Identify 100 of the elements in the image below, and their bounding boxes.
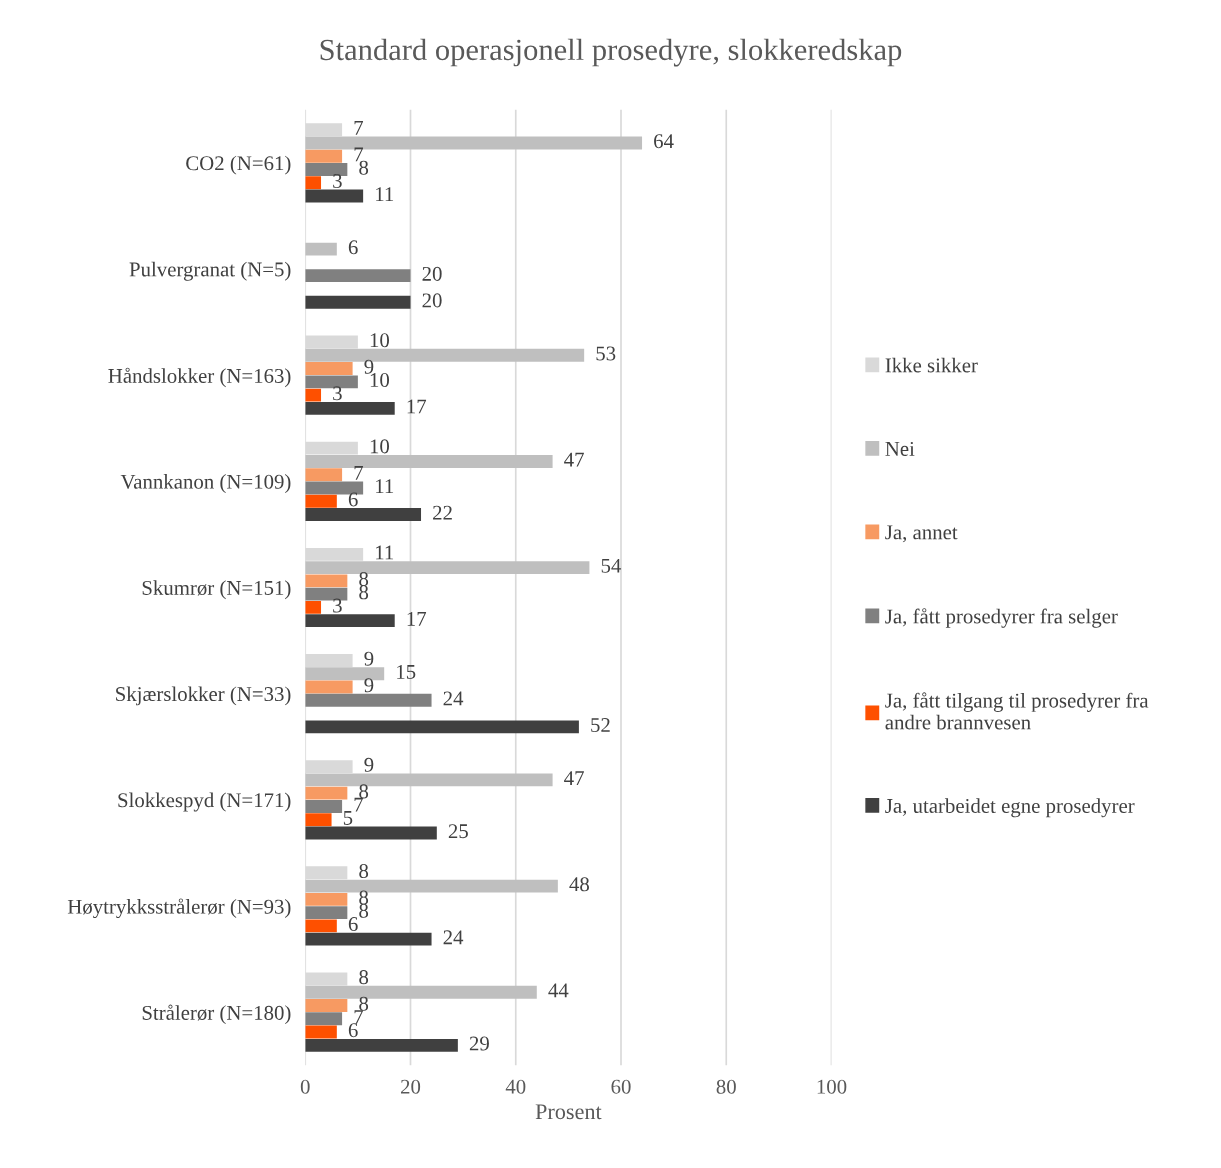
bar <box>305 123 343 137</box>
bar <box>305 163 348 176</box>
y-tick-label: Vannkanon (N=109) <box>120 474 291 494</box>
data-label: 10 <box>370 372 390 388</box>
bar <box>305 614 395 628</box>
data-label: 48 <box>569 877 589 892</box>
data-label: 15 <box>397 665 416 679</box>
bar <box>305 269 411 283</box>
data-label: 9 <box>364 678 374 693</box>
bar <box>305 547 364 561</box>
legend-label: Ja, fått tilgang til prosedyrer fra andre brannvesen <box>885 692 1149 730</box>
x-tick-label: 100 <box>817 1079 847 1094</box>
y-tick-label: CO2 (N=61) <box>186 155 291 175</box>
bar <box>305 600 322 614</box>
data-label: 52 <box>591 718 610 733</box>
data-label: 47 <box>564 771 584 785</box>
bar <box>305 494 337 508</box>
data-label: 20 <box>422 266 442 281</box>
data-label: 10 <box>370 333 390 348</box>
data-label: 11 <box>376 187 394 202</box>
x-tick-label: 60 <box>611 1079 631 1094</box>
bar <box>305 693 432 707</box>
data-label: 8 <box>359 585 369 600</box>
bar <box>305 455 553 468</box>
bar <box>305 866 348 880</box>
data-label: 17 <box>407 611 427 626</box>
data-label: 3 <box>333 173 342 188</box>
bar <box>305 388 322 402</box>
bar <box>305 680 353 694</box>
x-tick-label: 20 <box>401 1079 421 1094</box>
data-label: 7 <box>354 1010 364 1024</box>
data-label: 6 <box>348 492 358 507</box>
bar <box>305 999 348 1012</box>
data-label: 8 <box>359 784 369 799</box>
data-label: 3 <box>333 386 342 401</box>
bar <box>305 932 432 946</box>
data-label: 5 <box>343 811 353 825</box>
data-label: 8 <box>359 996 369 1011</box>
y-tick-label: Håndslokker (N=163) <box>108 367 291 388</box>
data-label: 53 <box>596 346 616 361</box>
data-label: 7 <box>354 121 364 135</box>
data-label: 64 <box>654 134 674 149</box>
bar <box>305 468 343 482</box>
data-label: 47 <box>564 452 584 467</box>
bar <box>305 720 579 734</box>
bar <box>305 295 411 309</box>
bar <box>305 826 437 840</box>
data-label: 6 <box>348 240 358 255</box>
data-label: 8 <box>359 890 369 905</box>
data-label: 3 <box>333 598 342 613</box>
bar <box>305 1012 343 1026</box>
data-label: 9 <box>364 359 374 374</box>
data-label: 11 <box>376 545 394 560</box>
y-tick-label: Pulvergranat (N=5) <box>129 261 291 281</box>
x-tick-label: 40 <box>505 1079 526 1094</box>
bar <box>305 786 348 800</box>
data-label: 11 <box>376 479 394 493</box>
bar <box>305 242 337 256</box>
bar <box>305 813 332 827</box>
legend-label: Nei <box>885 441 915 456</box>
bar <box>305 441 358 455</box>
x-tick-label: 0 <box>300 1079 310 1094</box>
data-label: 29 <box>469 1036 489 1051</box>
bar <box>305 176 322 190</box>
data-label: 8 <box>359 572 369 587</box>
chart-title: Standard operasjonell prosedyre, slokkeredskap <box>320 38 902 67</box>
y-tick-label: Strålerør (N=180) <box>142 1004 291 1025</box>
data-label: 7 <box>354 797 364 812</box>
bar <box>305 906 348 920</box>
x-axis-title: Prosent <box>535 1104 602 1120</box>
x-tick-label: 80 <box>716 1079 736 1094</box>
bar <box>305 972 348 986</box>
data-label: 54 <box>601 558 622 573</box>
data-label: 8 <box>359 903 369 918</box>
data-label: 8 <box>359 970 369 985</box>
bar <box>305 1038 458 1052</box>
data-label: 9 <box>364 651 374 666</box>
data-label: 17 <box>407 399 427 414</box>
bar <box>305 654 353 667</box>
legend-label: Ja, utarbeidet egne prosedyrer <box>885 798 1135 818</box>
data-label: 24 <box>443 691 464 706</box>
data-label: 7 <box>354 466 364 480</box>
legend-label: Ja, annet <box>885 525 958 543</box>
y-tick-label: Skjærslokker (N=33) <box>116 686 291 706</box>
bar <box>305 892 348 906</box>
bar <box>305 760 353 774</box>
bar <box>305 335 358 349</box>
legend-label: Ikke sikker <box>885 357 978 373</box>
data-label: 25 <box>448 824 468 839</box>
bar <box>305 189 364 203</box>
bar <box>305 574 348 588</box>
bar <box>305 800 343 813</box>
data-label: 20 <box>422 293 442 308</box>
bar <box>305 1025 337 1039</box>
data-label: 22 <box>433 505 452 520</box>
y-tick-label: Høytrykksstrålerør (N=93) <box>67 898 291 919</box>
data-label: 44 <box>548 983 569 998</box>
bar <box>305 362 353 375</box>
bar <box>305 401 395 415</box>
data-label: 9 <box>364 757 374 772</box>
